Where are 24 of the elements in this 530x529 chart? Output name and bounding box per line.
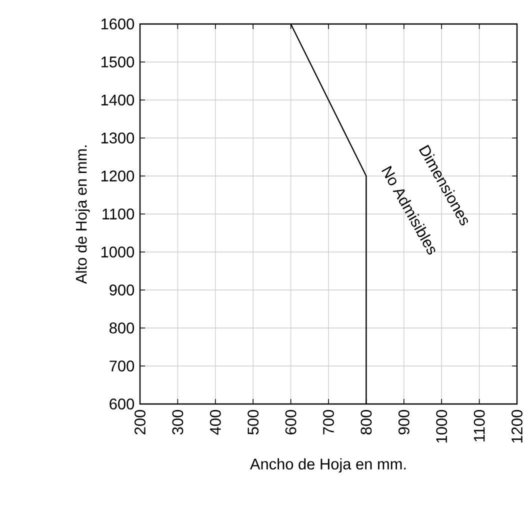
x-tick-label: 900	[398, 410, 410, 434]
y-tick-label: 1500	[101, 56, 134, 68]
y-tick-label: 1300	[101, 132, 134, 144]
x-tick-label: 400	[210, 410, 221, 435]
y-axis-title: Alto de Hoja en mm.	[75, 145, 90, 284]
y-tick-label: 900	[110, 284, 134, 296]
x-tick-label: 700	[323, 410, 334, 434]
x-tick-label: 500	[248, 410, 259, 434]
x-tick-label: 300	[172, 410, 184, 435]
x-tick-label: 200	[134, 410, 146, 434]
y-tick-label: 700	[110, 360, 134, 372]
x-tick-label: 600	[285, 410, 296, 434]
y-tick-label: 600	[110, 398, 134, 410]
x-tick-label: 800	[360, 410, 372, 434]
y-tick-label: 800	[110, 322, 134, 334]
x-tick-label: 1100	[474, 410, 485, 442]
x-tick-label: 1000	[436, 410, 448, 443]
x-tick-label: 1200	[512, 410, 522, 443]
y-tick-label: 1000	[101, 246, 134, 258]
y-tick-label: 1100	[102, 208, 134, 220]
y-tick-label: 1600	[101, 18, 134, 30]
x-axis-title: Ancho de Hoja en mm.	[250, 458, 406, 473]
y-tick-label: 1200	[101, 170, 134, 182]
y-tick-label: 1400	[101, 94, 134, 106]
